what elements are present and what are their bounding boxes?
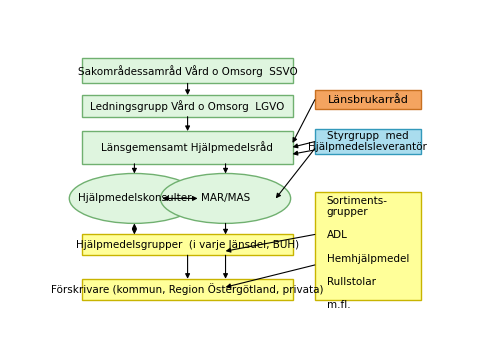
Text: Länsgemensamt Hjälpmedelsråd: Länsgemensamt Hjälpmedelsråd <box>101 141 273 153</box>
FancyBboxPatch shape <box>83 95 292 117</box>
Text: Hjälpmedelsgrupper  (i varje länsdel, BUH): Hjälpmedelsgrupper (i varje länsdel, BUH… <box>76 240 299 250</box>
Text: Sakområdessamråd Vård o Omsorg  SSVO: Sakområdessamråd Vård o Omsorg SSVO <box>78 65 297 77</box>
FancyBboxPatch shape <box>315 129 421 154</box>
Text: Ledningsgrupp Vård o Omsorg  LGVO: Ledningsgrupp Vård o Omsorg LGVO <box>90 100 285 112</box>
Text: Förskrivare (kommun, Region Östergötland, privata): Förskrivare (kommun, Region Östergötland… <box>51 283 324 295</box>
Text: Styrgrupp  med
Hjälpmedelsleverantör: Styrgrupp med Hjälpmedelsleverantör <box>308 131 427 152</box>
FancyBboxPatch shape <box>315 90 421 109</box>
Ellipse shape <box>69 174 200 223</box>
Ellipse shape <box>160 174 290 223</box>
FancyBboxPatch shape <box>315 192 421 300</box>
FancyBboxPatch shape <box>83 234 292 255</box>
FancyBboxPatch shape <box>83 131 292 164</box>
Text: Sortiments-
grupper

ADL

Hemhjälpmedel

Rullstolar

m.fl.: Sortiments- grupper ADL Hemhjälpmedel Ru… <box>327 195 409 310</box>
Text: Länsbrukarråd: Länsbrukarråd <box>327 95 408 105</box>
FancyBboxPatch shape <box>83 279 292 300</box>
FancyBboxPatch shape <box>83 58 292 84</box>
Text: Hjälpmedelskonsulter: Hjälpmedelskonsulter <box>78 193 191 203</box>
Text: MAR/MAS: MAR/MAS <box>201 193 250 203</box>
